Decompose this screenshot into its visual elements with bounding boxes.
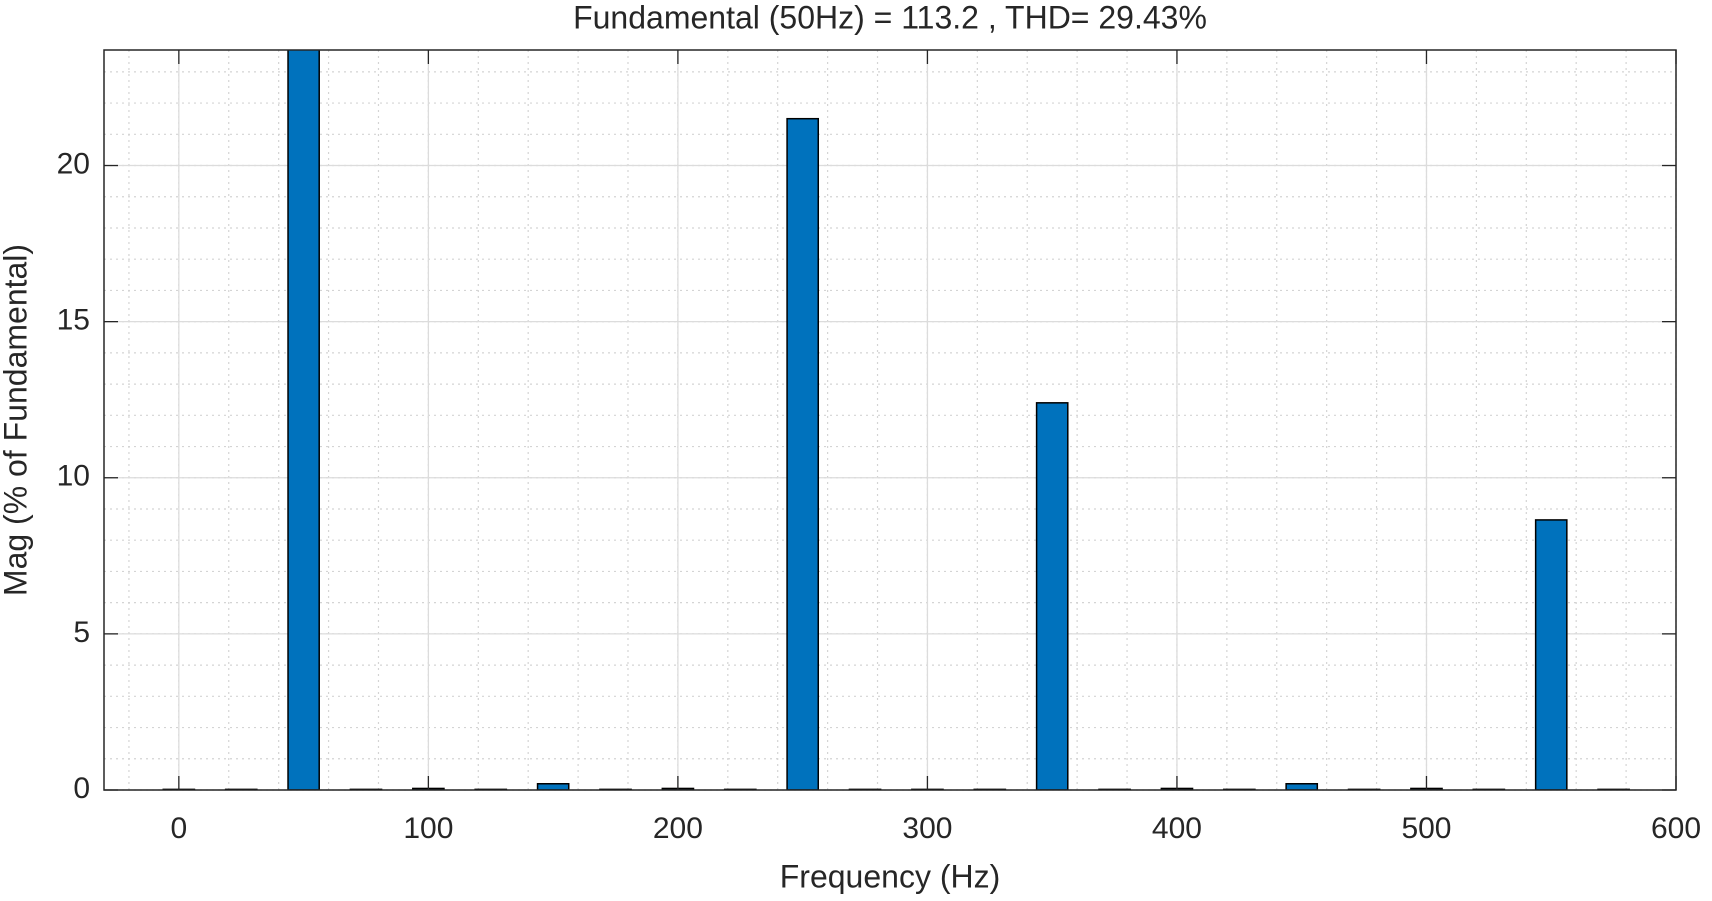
chart-title: Fundamental (50Hz) = 113.2 , THD= 29.43%	[573, 0, 1207, 35]
y-tick-label: 20	[57, 147, 90, 180]
y-tick-label: 15	[57, 304, 90, 337]
x-tick-label: 400	[1152, 812, 1202, 845]
bar	[786, 117, 820, 790]
bar	[1035, 402, 1069, 790]
y-tick-label: 0	[73, 772, 90, 805]
bar	[1534, 519, 1568, 790]
bar	[1285, 783, 1319, 790]
x-axis-label: Frequency (Hz)	[780, 858, 1001, 894]
x-tick-label: 0	[171, 812, 188, 845]
plot-area	[104, 50, 1676, 790]
x-tick-label: 500	[1401, 812, 1451, 845]
y-axis-label: Mag (% of Fundamental)	[0, 244, 33, 596]
y-tick-label: 10	[57, 460, 90, 493]
bar	[536, 783, 570, 790]
axes-box	[103, 49, 1677, 791]
y-tick-label: 5	[73, 616, 90, 649]
x-tick-label: 300	[902, 812, 952, 845]
x-tick-label: 200	[653, 812, 703, 845]
bars	[162, 50, 1630, 790]
x-tick-label: 100	[403, 812, 453, 845]
x-tick-label: 600	[1651, 812, 1701, 845]
bar	[287, 50, 320, 790]
grid	[104, 50, 1677, 791]
